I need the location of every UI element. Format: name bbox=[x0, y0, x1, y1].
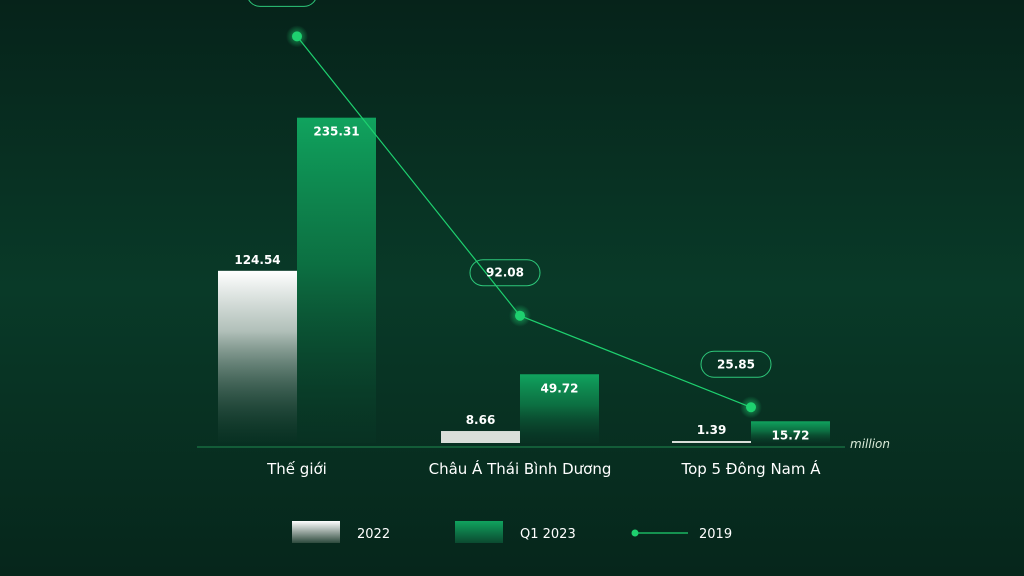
data-label-2022-chau-a-thai-binh-duong: 8.66 bbox=[466, 413, 496, 427]
data-label-2019-chau-a-thai-binh-duong: 92.08 bbox=[486, 266, 524, 280]
bar-2022-chau-a-thai-binh-duong bbox=[441, 431, 520, 443]
data-label-2019-top-5-dong-nam-a: 25.85 bbox=[717, 357, 755, 371]
data-label-q1-2023-top-5-dong-nam-a: 15.72 bbox=[772, 428, 810, 442]
data-label-2022-the-gioi: 124.54 bbox=[234, 253, 280, 267]
data-label-2022-top-5-dong-nam-a: 1.39 bbox=[697, 423, 727, 437]
category-label-top-5-dong-nam-a: Top 5 Đông Nam Á bbox=[680, 459, 821, 478]
categories-layer: Thế giới Châu Á Thái Bình Dương Top 5 Đông… bbox=[266, 459, 821, 478]
data-label-q1-2023-the-gioi: 235.31 bbox=[313, 125, 359, 139]
bar-q1-2023-chau-a-thai-binh-duong bbox=[520, 374, 599, 443]
dot-2019-chau-a-thai-binh-duong bbox=[515, 310, 525, 321]
legend-swatch-q1-2023 bbox=[455, 521, 503, 543]
legend-label-2019: 2019 bbox=[699, 527, 732, 542]
bar-q1-2023-top-5-dong-nam-a bbox=[751, 421, 830, 443]
bars-layer bbox=[218, 117, 830, 443]
bar-q1-2023-the-gioi bbox=[297, 117, 376, 443]
legend-label-2022: 2022 bbox=[357, 527, 390, 542]
labels-layer: 124.54 235.31 8.66 49.72 1.39 15.72 bbox=[234, 125, 809, 443]
bar-2022-top-5-dong-nam-a bbox=[672, 441, 751, 443]
dot-2019-top-5-dong-nam-a bbox=[746, 402, 756, 413]
bar-2022-the-gioi bbox=[218, 270, 297, 443]
legend-swatch-2022 bbox=[292, 521, 340, 543]
callout-2019-chau-a-thai-binh-duong bbox=[469, 259, 541, 287]
category-label-chau-a-thai-binh-duong: Châu Á Thái Bình Dương bbox=[429, 459, 612, 478]
callout-2019-the-gioi bbox=[248, 0, 316, 7]
legend-label-q1-2023: Q1 2023 bbox=[520, 527, 576, 542]
callout-2019-top-5-dong-nam-a bbox=[700, 350, 772, 378]
legend-swatch-dot-2019 bbox=[631, 529, 639, 537]
legend: 2022 Q1 2023 2019 bbox=[292, 521, 732, 543]
data-label-q1-2023-chau-a-thai-binh-duong: 49.72 bbox=[541, 381, 579, 395]
unit-label: million bbox=[850, 437, 890, 451]
dot-2019-the-gioi bbox=[292, 31, 302, 42]
category-label-the-gioi: Thế giới bbox=[266, 460, 327, 478]
